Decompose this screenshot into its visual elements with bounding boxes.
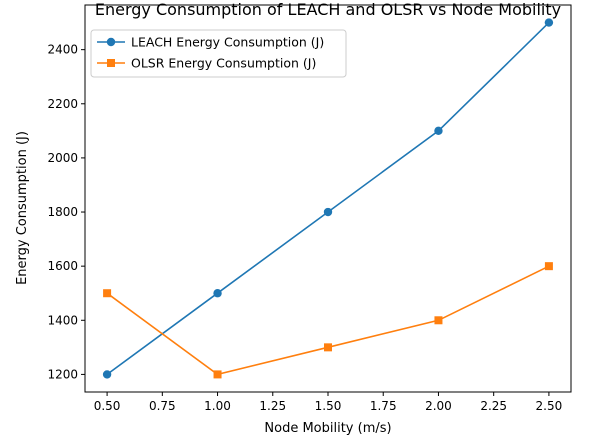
x-tick-label: 2.50 bbox=[536, 399, 563, 413]
y-tick-label: 1400 bbox=[47, 313, 78, 327]
legend-label-olsr: OLSR Energy Consumption (J) bbox=[131, 56, 316, 71]
y-tick-label: 2000 bbox=[47, 151, 78, 165]
chart-title: Energy Consumption of LEACH and OLSR vs … bbox=[95, 0, 561, 19]
olsr-series-line bbox=[106, 265, 550, 376]
leach-data-point bbox=[544, 18, 554, 27]
x-axis-ticks: 0.50 0.75 1.00 1.25 1.50 1.75 2.00 2.25 2.50 bbox=[94, 392, 563, 413]
olsr-data-point bbox=[324, 343, 332, 352]
y-tick-label: 1600 bbox=[47, 259, 78, 273]
leach-data-point bbox=[434, 126, 443, 136]
legend-marker-olsr bbox=[107, 59, 115, 67]
y-tick-label: 1800 bbox=[47, 205, 78, 219]
leach-data-point bbox=[323, 207, 333, 217]
olsr-data-point bbox=[213, 370, 222, 379]
legend-marker-leach bbox=[106, 37, 116, 47]
x-axis-title: Node Mobility (m/s) bbox=[264, 421, 391, 436]
y-axis-title: Energy Consumption (J) bbox=[15, 131, 30, 285]
legend: LEACH Energy Consumption (J) OLSR Energy … bbox=[90, 29, 347, 78]
y-tick-label: 1200 bbox=[47, 367, 78, 381]
leach-data-point bbox=[102, 370, 112, 379]
x-tick-label: 1.50 bbox=[315, 399, 342, 413]
x-tick-label: 0.50 bbox=[94, 399, 121, 413]
series-layer bbox=[102, 18, 554, 379]
x-tick-label: 2.00 bbox=[425, 399, 452, 413]
x-tick-label: 1.25 bbox=[259, 399, 286, 413]
y-tick-label: 2200 bbox=[47, 97, 78, 111]
x-tick-label: 1.00 bbox=[204, 399, 231, 413]
x-tick-label: 0.75 bbox=[149, 399, 176, 413]
legend-label-leach: LEACH Energy Consumption (J) bbox=[131, 35, 324, 50]
x-tick-label: 1.75 bbox=[370, 399, 397, 413]
olsr-data-point bbox=[103, 289, 112, 298]
olsr-data-point bbox=[544, 262, 553, 271]
olsr-data-point bbox=[434, 316, 443, 325]
y-axis-ticks: 1200 1400 1600 1800 2000 2200 2400 bbox=[47, 43, 85, 381]
legend-entries: LEACH Energy Consumption (J) OLSR Energy … bbox=[97, 35, 324, 71]
legend-box bbox=[90, 29, 347, 78]
x-tick-label: 2.25 bbox=[480, 399, 507, 413]
y-tick-label: 2400 bbox=[47, 43, 78, 57]
leach-data-point bbox=[213, 289, 222, 298]
plot-frame bbox=[84, 4, 572, 393]
